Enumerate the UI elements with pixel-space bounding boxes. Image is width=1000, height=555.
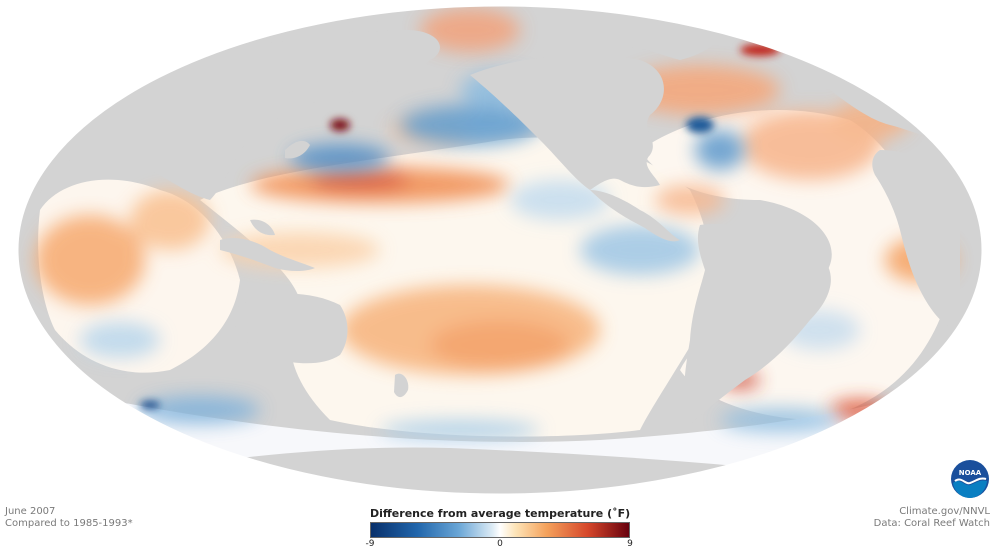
legend-min-label: -9 [365, 539, 375, 549]
credit-label: Climate.gov/NNVL [899, 506, 990, 517]
north-america-landmass [470, 55, 664, 190]
legend-title: Difference from average temperature (˚F) [370, 507, 631, 520]
date-label: June 2007 [5, 506, 56, 517]
color-legend: Difference from average temperature (˚F)… [366, 507, 633, 550]
map-caption: June 2007 Compared to 1985-1993* [5, 506, 133, 530]
legend-max-label: 9 [627, 539, 633, 549]
africa-landmass [872, 150, 960, 330]
legend-ticks: -9 0 9 [366, 538, 633, 550]
south-america-landmass [684, 224, 831, 425]
legend-color-bar [370, 522, 630, 538]
noaa-logo: NOAA [951, 460, 989, 498]
legend-mid-label: 0 [497, 539, 503, 549]
credits: Climate.gov/NNVL Data: Coral Reef Watch [874, 506, 990, 530]
data-source-label: Data: Coral Reef Watch [873, 518, 990, 529]
australia-landmass [233, 293, 348, 364]
indonesia-islands [220, 238, 315, 271]
noaa-logo-text: NOAA [959, 469, 982, 477]
sea-surface-temperature-anomaly-map [17, 5, 983, 495]
eurasia-landmass [30, 29, 440, 200]
land-masses [30, 12, 960, 494]
new-zealand-landmass [394, 373, 409, 398]
baseline-label: Compared to 1985-1993* [5, 518, 133, 529]
central-america-landmass [590, 190, 680, 242]
